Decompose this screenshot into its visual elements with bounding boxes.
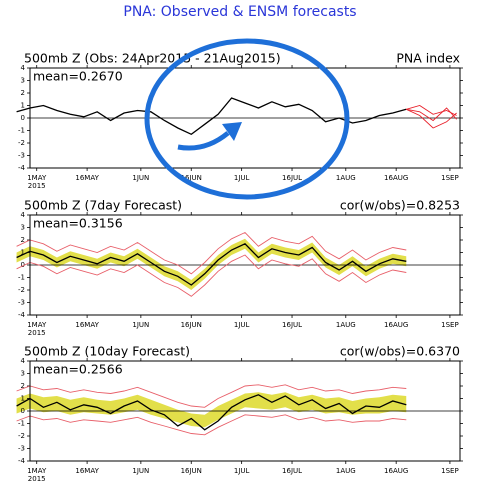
series-line	[16, 384, 407, 408]
y-tick-label: 4	[21, 357, 26, 365]
y-tick-label: 1	[21, 249, 25, 257]
y-tick-label: 3	[21, 370, 25, 378]
x-tick-label: 16AUG	[384, 467, 408, 475]
y-tick-label: 3	[21, 77, 25, 85]
x-tick-label: 1JUN	[132, 174, 149, 182]
y-tick-label: 2	[21, 89, 25, 97]
y-tick-label: -1	[18, 420, 25, 428]
x-tick-label: 1AUG	[336, 467, 356, 475]
x-tick-label: 1JUN	[132, 321, 149, 329]
x-tick-label: 1SEP	[441, 321, 459, 329]
plot-frame	[29, 214, 461, 316]
panel-stats: mean=0.2566	[33, 362, 123, 377]
y-tick-label: -2	[18, 432, 25, 440]
y-tick-label: -4	[18, 457, 26, 465]
x-tick-label: 16JUN	[181, 467, 202, 475]
series-line	[406, 107, 457, 122]
panel-label: 500mb Z (7day Forecast)	[24, 198, 182, 213]
y-tick-label: -3	[18, 152, 25, 160]
plots: 500mb Z (Obs: 24Apr2015 - 21Aug2015) PNA …	[16, 51, 463, 483]
x-tick-label: 16AUG	[384, 321, 408, 329]
x-year-label: 2015	[28, 329, 46, 337]
series-line	[16, 231, 407, 275]
panel-label: 500mb Z (10day Forecast)	[24, 344, 190, 359]
series-line	[16, 414, 407, 436]
x-tick-label: 16JUL	[282, 467, 302, 475]
x-year-label: 2015	[28, 182, 46, 190]
panel: 500mb Z (10day Forecast) cor(w/obs)=0.637…	[16, 344, 463, 483]
x-tick-label: 1JUL	[234, 174, 250, 182]
x-tick-label: 16JUN	[181, 174, 202, 182]
panel: 500mb Z (7day Forecast) cor(w/obs)=0.8253…	[16, 198, 463, 337]
panel-right-label: cor(w/obs)=0.6370	[340, 344, 460, 359]
y-tick-label: 2	[21, 236, 25, 244]
x-tick-label: 1AUG	[336, 321, 356, 329]
annotation	[144, 38, 350, 200]
highlight-ellipse	[144, 38, 350, 200]
x-tick-label: 1JUL	[234, 467, 250, 475]
x-tick-label: 1MAY	[27, 467, 47, 475]
y-tick-label: -3	[18, 445, 25, 453]
series-line	[16, 254, 407, 297]
y-tick-label: -1	[18, 274, 25, 282]
y-tick-label: -2	[18, 139, 25, 147]
page-title: PNA: Observed & ENSM forecasts	[123, 4, 356, 20]
series-line	[16, 243, 407, 286]
x-tick-label: 1SEP	[441, 174, 459, 182]
y-tick-label: 0	[21, 407, 25, 415]
x-tick-label: 1JUN	[132, 467, 149, 475]
y-tick-label: -2	[18, 286, 25, 294]
panel-right-label: PNA index	[396, 51, 460, 66]
y-tick-label: 1	[21, 102, 25, 110]
spread-band	[16, 238, 407, 290]
x-tick-label: 1AUG	[336, 174, 356, 182]
plot-frame	[29, 67, 461, 169]
x-tick-label: 1MAY	[27, 321, 47, 329]
x-tick-label: 16JUN	[181, 321, 202, 329]
x-tick-label: 1JUL	[234, 321, 250, 329]
series-line	[406, 108, 457, 129]
y-tick-label: 4	[21, 211, 26, 219]
panel-stats: mean=0.3156	[33, 216, 123, 231]
panel: 500mb Z (Obs: 24Apr2015 - 21Aug2015) PNA …	[16, 51, 463, 190]
panel-stats: mean=0.2670	[33, 69, 123, 84]
panel-right-label: cor(w/obs)=0.8253	[340, 198, 460, 213]
panel-label: 500mb Z (Obs: 24Apr2015 - 21Aug2015)	[24, 51, 281, 66]
x-tick-label: 16MAY	[75, 467, 99, 475]
y-tick-label: 2	[21, 382, 25, 390]
series-line	[16, 97, 407, 136]
arrow-head	[222, 122, 242, 141]
x-tick-label: 16AUG	[384, 174, 408, 182]
series-line	[16, 394, 407, 431]
y-tick-label: 4	[21, 64, 26, 72]
y-tick-label: -1	[18, 127, 25, 135]
x-tick-label: 1MAY	[27, 174, 47, 182]
y-tick-label: -4	[18, 311, 26, 319]
y-tick-label: 3	[21, 224, 25, 232]
x-tick-label: 16JUL	[282, 321, 302, 329]
x-tick-label: 1SEP	[441, 467, 459, 475]
arrow-shaft	[177, 131, 230, 151]
x-tick-label: 16MAY	[75, 174, 99, 182]
y-tick-label: -4	[18, 164, 26, 172]
x-tick-label: 16JUL	[282, 174, 302, 182]
x-year-label: 2015	[28, 475, 46, 483]
y-tick-label: -3	[18, 299, 25, 307]
x-tick-label: 16MAY	[75, 321, 99, 329]
plot-frame	[29, 360, 461, 462]
y-tick-label: 1	[21, 395, 25, 403]
y-tick-label: 0	[21, 114, 25, 122]
y-tick-label: 0	[21, 261, 25, 269]
